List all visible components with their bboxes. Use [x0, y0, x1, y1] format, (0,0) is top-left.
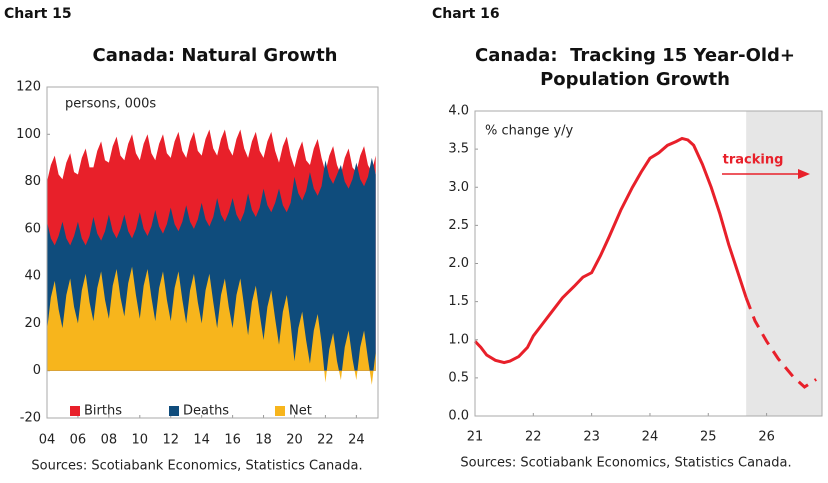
line — [744, 297, 817, 389]
x-tick-label: 22 — [317, 433, 334, 448]
y-tick-label: 0.0 — [448, 409, 469, 424]
y-tick-label: 40 — [24, 269, 41, 284]
x-tick-label: 26 — [758, 430, 775, 445]
y-tick-label: 2.0 — [448, 256, 469, 271]
y-tick-label: 80 — [24, 174, 41, 189]
annotation: tracking — [723, 153, 784, 168]
y-tick-label: 60 — [24, 221, 41, 236]
x-tick-label: 12 — [162, 433, 179, 448]
source: Sources: Scotiabank Economics, Statistic… — [460, 456, 791, 471]
y-tick-label: 20 — [24, 316, 41, 331]
source: Sources: Scotiabank Economics, Statistic… — [31, 459, 362, 474]
legend-label: Deaths — [183, 404, 229, 419]
unit-label: % change y/y — [485, 124, 574, 139]
x-tick-label: 14 — [193, 433, 210, 448]
y-tick-label: -20 — [20, 411, 41, 426]
plot-frame — [474, 110, 823, 417]
y-tick-label: 1.5 — [448, 294, 469, 309]
chart-number: Chart 15 — [4, 6, 72, 22]
y-tick-label: 4.0 — [448, 104, 469, 119]
legend-label: Net — [289, 404, 312, 419]
legend-swatch — [275, 406, 285, 416]
x-tick-label: 20 — [286, 433, 303, 448]
y-tick-label: 2.5 — [448, 218, 469, 233]
x-tick-label: 18 — [255, 433, 272, 448]
y-tick-label: 3.0 — [448, 180, 469, 195]
x-tick-label: 16 — [224, 433, 241, 448]
x-tick-label: 23 — [583, 430, 600, 445]
y-tick-label: 3.5 — [448, 142, 469, 157]
y-tick-label: 100 — [16, 127, 41, 142]
legend-swatch — [169, 406, 179, 416]
x-tick-label: 24 — [348, 433, 365, 448]
line — [473, 136, 748, 365]
plot-frame — [46, 86, 379, 419]
y-tick-label: 120 — [16, 80, 41, 95]
x-tick-label: 24 — [642, 430, 659, 445]
chart-number: Chart 16 — [432, 6, 500, 22]
x-tick-label: 08 — [101, 433, 118, 448]
x-tick-label: 10 — [132, 433, 149, 448]
chart-title: Canada: Tracking 15 Year-Old+ Population… — [474, 45, 802, 90]
y-tick-label: 0 — [33, 363, 41, 378]
area — [47, 266, 376, 385]
x-tick-label: 21 — [467, 430, 484, 445]
annotation-arrowhead — [798, 169, 810, 179]
y-tick-label: 1.0 — [448, 332, 469, 347]
x-tick-label: 04 — [39, 433, 56, 448]
y-tick-label: 0.5 — [448, 370, 469, 385]
forecast-shade — [746, 111, 822, 416]
x-tick-label: 25 — [700, 430, 717, 445]
x-tick-label: 06 — [70, 433, 87, 448]
x-tick-label: 22 — [525, 430, 542, 445]
legend-label: Births — [84, 404, 122, 419]
chart-title: Canada: Natural Growth — [92, 45, 338, 66]
unit-label: persons, 000s — [65, 97, 156, 112]
legend-swatch — [70, 406, 80, 416]
